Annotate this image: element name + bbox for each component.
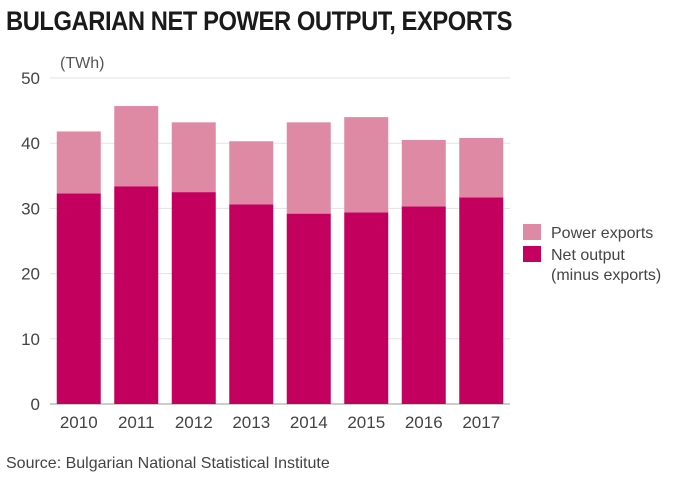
x-tick-label: 2012 xyxy=(175,413,213,432)
bar-exports-2012 xyxy=(171,122,216,193)
bar-exports-2010 xyxy=(56,131,101,194)
bar-exports-2017 xyxy=(459,137,504,198)
legend: Power exports Net output (minus exports) xyxy=(523,224,661,284)
x-tick-label: 2010 xyxy=(60,413,98,432)
bar-exports-2013 xyxy=(229,141,274,205)
bar-net-output-2014 xyxy=(286,213,331,404)
x-tick-label: 2017 xyxy=(462,413,500,432)
axes: 0 10 20 30 40 50 (TWh) 2010 2011 2012 2013 2014 2015… xyxy=(21,55,500,432)
chart-title: BULGARIAN NET POWER OUTPUT, EXPORTS xyxy=(6,6,513,36)
x-tick-label: 2013 xyxy=(232,413,270,432)
y-tick-label: 50 xyxy=(21,69,40,88)
legend-swatch-exports xyxy=(523,224,541,240)
bar-net-output-2013 xyxy=(229,204,274,404)
bar-net-output-2010 xyxy=(56,193,101,404)
bar-exports-2016 xyxy=(401,139,446,207)
bar-net-output-2012 xyxy=(171,192,216,404)
y-tick-label: 30 xyxy=(21,199,40,218)
bar-net-output-2015 xyxy=(344,212,389,404)
legend-swatch-net-output xyxy=(523,246,541,262)
x-tick-label: 2011 xyxy=(118,413,155,432)
bar-net-output-2011 xyxy=(114,186,159,404)
bar-exports-2015 xyxy=(344,117,389,213)
source-note: Source: Bulgarian National Statistical I… xyxy=(6,455,330,472)
legend-label-net-output: Net output xyxy=(551,247,625,264)
bar-exports-2011 xyxy=(114,106,159,187)
legend-label-net-output: (minus exports) xyxy=(551,267,661,284)
bar-net-output-2016 xyxy=(401,206,446,404)
x-tick-label: 2016 xyxy=(405,413,443,432)
y-tick-label: 0 xyxy=(31,395,40,414)
y-tick-label: 40 xyxy=(21,134,40,153)
x-tick-label: 2015 xyxy=(347,413,385,432)
y-tick-label: 10 xyxy=(21,330,40,349)
x-tick-label: 2014 xyxy=(290,413,328,432)
bar-exports-2014 xyxy=(286,122,331,214)
bars xyxy=(56,106,504,404)
legend-label-exports: Power exports xyxy=(551,225,653,242)
y-axis-unit-label: (TWh) xyxy=(60,55,104,72)
bar-net-output-2017 xyxy=(459,197,504,404)
y-tick-label: 20 xyxy=(21,265,40,284)
